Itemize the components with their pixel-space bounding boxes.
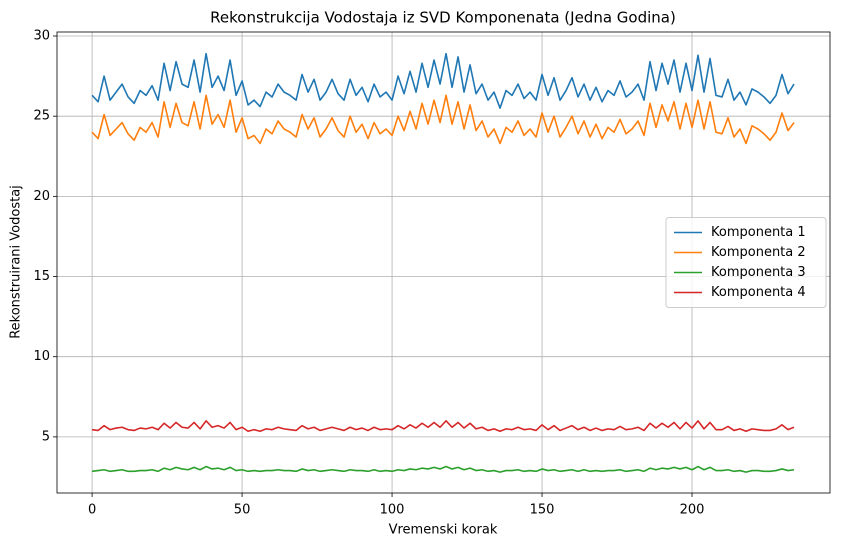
y-tick-label: 25: [33, 109, 50, 124]
x-tick-label: 0: [88, 503, 96, 518]
y-tick-label: 5: [42, 429, 50, 444]
y-tick-label: 10: [33, 349, 50, 364]
x-tick-label: 100: [380, 503, 405, 518]
legend-label: Komponenta 1: [711, 225, 806, 240]
x-axis-label: Vremenski korak: [389, 523, 498, 538]
y-tick-label: 20: [33, 189, 50, 204]
y-tick-label: 30: [33, 29, 50, 44]
x-tick-label: 150: [530, 503, 555, 518]
series-line: [91, 420, 795, 433]
legend-box: [665, 217, 827, 308]
legend-label: Komponenta 3: [711, 265, 806, 280]
legend: Komponenta 1 Komponenta 2 Komponenta 3 Komp…: [665, 217, 827, 308]
plot-frame: [56, 31, 831, 494]
chart-title: Rekonstrukcija Vodostaja iz SVD Komponen…: [210, 9, 676, 27]
y-tick-label: 15: [33, 269, 50, 284]
series-line: [91, 52, 795, 109]
series-line: [91, 94, 795, 145]
series-line: [91, 465, 795, 473]
legend-label: Komponenta 2: [711, 245, 806, 260]
y-axis-label: Rekonstruirani Vodostaj: [9, 185, 24, 339]
x-tick-label: 50: [234, 503, 251, 518]
legend-label: Komponenta 4: [711, 285, 806, 300]
x-tick-label: 200: [680, 503, 705, 518]
